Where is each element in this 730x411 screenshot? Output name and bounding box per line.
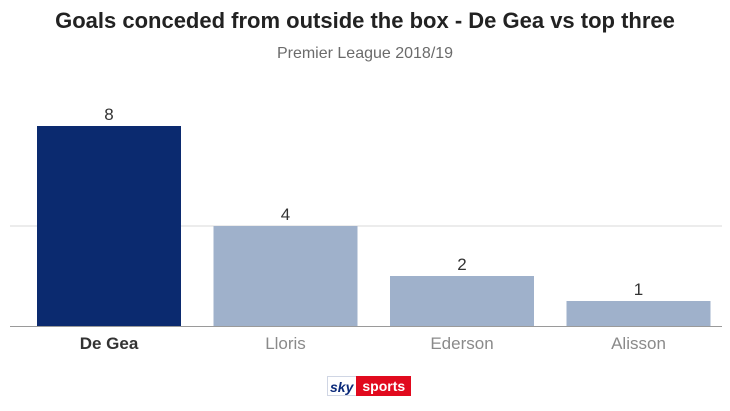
- sky-sports-logo: sky sports: [327, 376, 412, 396]
- value-label: 8: [104, 105, 113, 124]
- value-label: 1: [634, 280, 643, 299]
- value-labels-layer: 8 4 2 1: [104, 105, 643, 299]
- value-label: 2: [457, 255, 466, 274]
- bar-alisson: [566, 301, 711, 326]
- category-label: Lloris: [265, 334, 306, 353]
- category-label: Ederson: [430, 334, 493, 353]
- category-label: Alisson: [611, 334, 666, 353]
- category-label: De Gea: [80, 334, 139, 353]
- chart-title: Goals conceded from outside the box - De…: [55, 8, 675, 33]
- logo-sky-text: sky: [327, 376, 357, 396]
- bar-chart: 8 4 2 1 De Gea Lloris Ederson Alisson: [10, 105, 722, 353]
- bar-de-gea: [37, 126, 181, 326]
- bar-ederson: [390, 276, 534, 326]
- bars-layer: [37, 126, 711, 326]
- logo-sports-text: sports: [356, 376, 412, 396]
- value-label: 4: [281, 205, 290, 224]
- chart-subtitle: Premier League 2018/19: [276, 45, 454, 62]
- category-labels-layer: De Gea Lloris Ederson Alisson: [80, 334, 666, 353]
- bar-lloris: [213, 226, 358, 326]
